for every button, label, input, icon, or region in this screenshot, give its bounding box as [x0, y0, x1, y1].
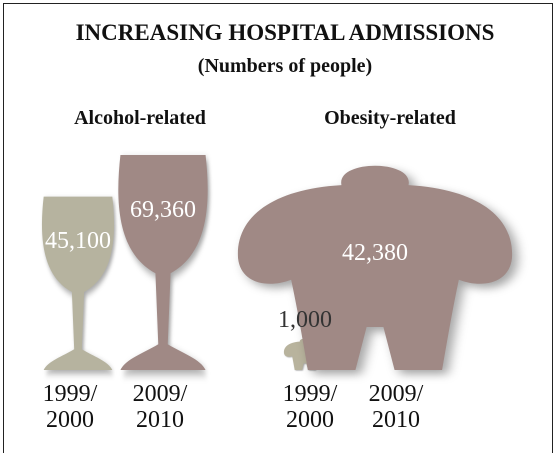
- category-label: 2009/ 2010: [368, 381, 424, 433]
- pictogram: [41, 196, 115, 370]
- subtitle: (Numbers of people): [198, 55, 372, 77]
- panel-title: Obesity-related: [324, 107, 456, 129]
- pictogram: [118, 155, 208, 370]
- category-label: 2009/ 2010: [132, 381, 188, 433]
- category-label: 1999/ 2000: [282, 381, 338, 433]
- title: INCREASING HOSPITAL ADMISSIONS: [76, 20, 495, 45]
- frame: [3, 3, 553, 453]
- pictogram: [237, 165, 513, 370]
- value-label: 1,000: [278, 307, 332, 333]
- value-label: 42,380: [342, 240, 408, 266]
- value-label: 69,360: [130, 197, 196, 223]
- panel-title: Alcohol-related: [74, 107, 206, 129]
- value-label: 45,100: [45, 228, 111, 254]
- category-label: 1999/ 2000: [42, 381, 98, 433]
